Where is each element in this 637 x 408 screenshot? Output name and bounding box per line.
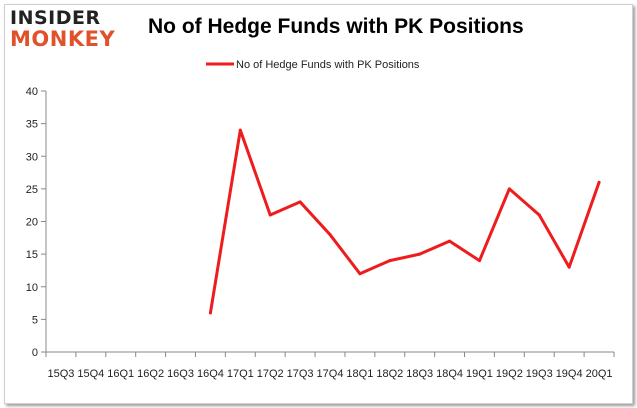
y-tick-label: 0 (32, 347, 38, 359)
data-point (268, 213, 272, 217)
data-point (448, 239, 452, 243)
y-tick-label: 15 (26, 249, 38, 261)
x-tick-label: 16Q3 (167, 368, 194, 380)
y-tick-label: 25 (26, 184, 38, 196)
plot-area (208, 128, 601, 315)
y-tick-label: 30 (26, 151, 38, 163)
y-tick-label: 10 (26, 282, 38, 294)
data-point (328, 233, 332, 237)
x-tick-label: 18Q4 (436, 368, 463, 380)
y-tick-label: 40 (26, 86, 38, 98)
x-tick-label: 17Q3 (287, 368, 314, 380)
data-point (388, 259, 392, 263)
x-tick-label: 19Q4 (556, 368, 583, 380)
x-tick-label: 18Q1 (346, 368, 373, 380)
x-tick-label: 18Q3 (406, 368, 433, 380)
x-tick-label: 19Q3 (526, 368, 553, 380)
data-point (597, 180, 601, 184)
x-tick-label: 16Q2 (137, 368, 164, 380)
legend-label: No of Hedge Funds with PK Positions (236, 59, 420, 71)
x-tick-label: 16Q1 (107, 368, 134, 380)
axes: 0 5 10 15 20 25 30 35 40 15Q3 15Q4 16Q1 16Q2 16Q3 16Q4… (26, 86, 615, 380)
y-tick-label: 5 (32, 314, 38, 326)
x-tick-label: 16Q4 (197, 368, 224, 380)
x-tick-label: 15Q4 (77, 368, 104, 380)
data-point (238, 128, 242, 132)
series-line (208, 128, 601, 315)
x-tick-label: 17Q4 (317, 368, 344, 380)
data-point (298, 200, 302, 204)
x-tick-label: 19Q2 (496, 368, 523, 380)
chart-title: No of Hedge Funds with PK Positions (148, 15, 524, 38)
data-point (208, 311, 212, 315)
x-tick-label: 17Q1 (227, 368, 254, 380)
data-point (477, 259, 481, 263)
data-point (507, 187, 511, 191)
x-tick-label: 20Q1 (586, 368, 613, 380)
x-tick-label: 18Q2 (376, 368, 403, 380)
y-tick-label: 35 (26, 119, 38, 131)
x-tick-label: 17Q2 (257, 368, 284, 380)
x-tick-label: 15Q3 (47, 368, 74, 380)
data-point (567, 265, 571, 269)
x-tick-label: 19Q1 (466, 368, 493, 380)
legend: No of Hedge Funds with PK Positions (206, 59, 420, 71)
data-point (537, 213, 541, 217)
logo-top-text: INSIDER (10, 7, 101, 29)
data-point (358, 272, 362, 276)
logo-bottom-text: MONKEY (10, 27, 116, 51)
insider-monkey-logo: INSIDER MONKEY (10, 8, 120, 52)
data-point (418, 252, 422, 256)
y-tick-label: 20 (26, 217, 38, 229)
